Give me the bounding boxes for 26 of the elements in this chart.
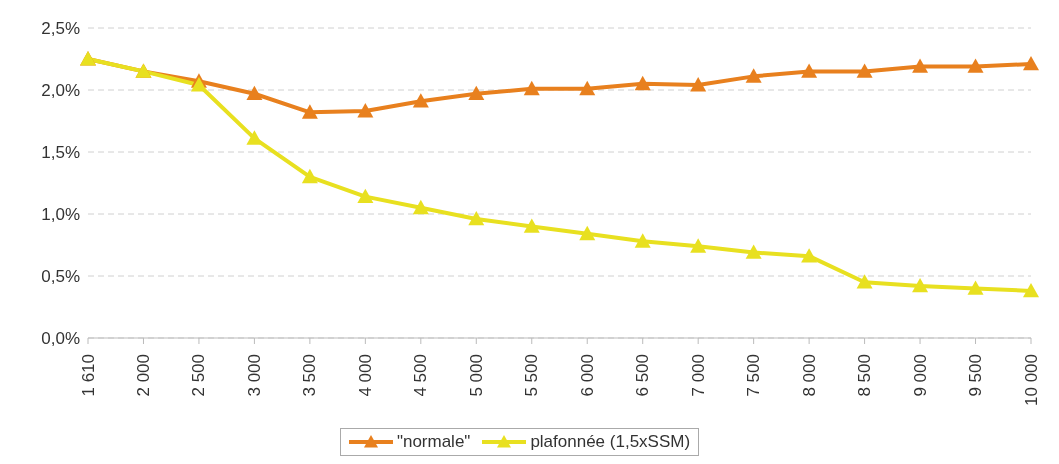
x-tick-label: 9 500 [966, 354, 986, 397]
x-tick-label: 5 000 [466, 354, 486, 397]
y-tick-label: 0,5% [41, 267, 80, 287]
x-tick-label: 9 000 [910, 354, 930, 397]
x-tick-label: 8 000 [799, 354, 819, 397]
x-tick-label: 4 500 [411, 354, 431, 397]
x-tick-label: 1 610 [78, 354, 98, 397]
x-tick-label: 3 500 [300, 354, 320, 397]
x-tick-label: 6 500 [633, 354, 653, 397]
x-tick-label: 3 000 [244, 354, 264, 397]
x-tick-label: 5 500 [522, 354, 542, 397]
x-tick-label: 4 000 [355, 354, 375, 397]
y-tick-label: 1,5% [41, 143, 80, 163]
y-tick-label: 1,0% [41, 205, 80, 225]
x-tick-label: 2 000 [133, 354, 153, 397]
x-tick-label: 6 000 [577, 354, 597, 397]
y-tick-label: 0,0% [41, 329, 80, 349]
x-tick-label: 10 000 [1021, 354, 1041, 406]
x-tick-label: 2 500 [189, 354, 209, 397]
y-tick-label: 2,5% [41, 19, 80, 39]
y-tick-label: 2,0% [41, 81, 80, 101]
x-tick-label: 7 500 [744, 354, 764, 397]
legend-label: "normale" [396, 432, 471, 452]
x-tick-label: 8 500 [855, 354, 875, 397]
legend-label: plafonnée (1,5xSSM) [530, 432, 691, 452]
x-tick-label: 7 000 [688, 354, 708, 397]
